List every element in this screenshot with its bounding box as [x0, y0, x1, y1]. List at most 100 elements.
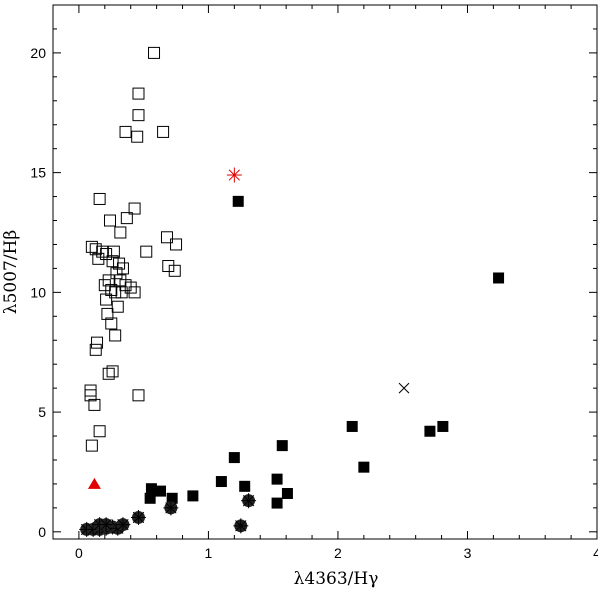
filled-circle-point	[241, 493, 257, 509]
filled-square-point	[228, 452, 240, 464]
series-red-triangle	[87, 477, 101, 489]
filled-circle-point	[98, 517, 114, 533]
x-tick-label: 0	[75, 545, 83, 561]
open-square-point	[160, 231, 173, 244]
filled-circle-point	[163, 500, 179, 516]
filled-square-point	[145, 483, 157, 495]
open-square-point	[162, 260, 175, 273]
filled-square-point	[358, 461, 370, 473]
open-square-point	[157, 125, 170, 138]
open-square-point	[131, 130, 144, 143]
open-square-point	[93, 192, 106, 205]
red-asterisk-point	[226, 167, 242, 183]
open-square-point	[98, 279, 111, 292]
open-square-point	[96, 245, 109, 258]
open-square-point	[84, 389, 97, 402]
filled-square-point	[166, 492, 178, 504]
circle-spoke	[235, 520, 247, 532]
data-marks	[79, 46, 505, 537]
filled-square-point	[437, 420, 449, 432]
open-square-point	[88, 398, 101, 411]
x-axis-label: λ4363/Hγ	[294, 569, 379, 589]
y-tick-label: 20	[30, 45, 46, 61]
open-square-point	[114, 226, 127, 239]
open-square-point	[109, 329, 122, 342]
open-square-point	[116, 262, 129, 275]
filled-square-point	[144, 492, 156, 504]
circle-spoke	[242, 495, 255, 507]
cross-stroke	[398, 382, 410, 394]
axis-tick-labels: 0 1 2 3 4 0 5 10 15 20	[30, 45, 598, 561]
open-square-point	[168, 264, 181, 277]
open-square-point	[120, 212, 133, 225]
cross-point	[398, 382, 410, 394]
open-square-point	[89, 243, 102, 256]
open-square-point	[103, 214, 116, 227]
open-square-point	[119, 125, 132, 138]
open-square-point	[100, 293, 113, 306]
circle-spoke	[165, 502, 177, 514]
open-square-point	[89, 343, 102, 356]
y-tick-label: 5	[38, 404, 46, 420]
filled-square-point	[493, 272, 505, 284]
open-square-point	[105, 317, 118, 330]
open-square-point	[107, 245, 120, 258]
open-square-point	[109, 286, 122, 299]
open-square-point	[91, 336, 104, 349]
y-tick-label: 0	[38, 524, 46, 540]
circle-spoke	[100, 518, 112, 531]
series-open-square	[84, 46, 183, 452]
asterisk-spoke	[228, 169, 240, 181]
open-square-point	[128, 286, 141, 299]
open-square-point	[132, 389, 145, 402]
open-square-point	[93, 425, 106, 438]
series-filled-square	[144, 195, 505, 509]
plot-frame	[52, 4, 598, 540]
x-tick-label: 4	[593, 545, 598, 561]
open-square-point	[140, 245, 153, 258]
filled-square-point	[424, 425, 436, 437]
y-tick-label: 15	[30, 165, 46, 181]
open-square-point	[111, 300, 124, 313]
open-square-point	[92, 252, 105, 265]
filled-square-point	[215, 476, 227, 488]
filled-square-point	[155, 485, 167, 497]
x-tick-label: 2	[334, 545, 342, 561]
open-square-point	[101, 307, 114, 320]
open-square-point	[84, 384, 97, 397]
open-square-point	[113, 257, 126, 270]
filled-square-point	[276, 440, 288, 452]
filled-square-point	[239, 480, 251, 492]
open-square-point	[102, 274, 115, 287]
series-filled-circle-star	[79, 493, 257, 537]
series-cross	[398, 382, 410, 394]
open-square-point	[148, 46, 161, 59]
circle-spoke	[132, 511, 145, 524]
axis-ticks	[52, 5, 598, 539]
open-square-point	[115, 286, 128, 299]
open-square-point	[106, 365, 119, 378]
open-square-point	[110, 267, 123, 280]
filled-square-point	[346, 420, 358, 432]
series-red-asterisk	[226, 167, 242, 183]
filled-circle-point	[115, 517, 131, 533]
open-square-point	[106, 255, 119, 268]
open-square-point	[128, 202, 141, 215]
y-tick-label: 10	[30, 284, 46, 300]
open-square-point	[170, 238, 183, 251]
open-square-point	[85, 240, 98, 253]
open-square-point	[132, 109, 145, 122]
circle-spoke	[117, 518, 129, 531]
filled-square-point	[232, 195, 244, 207]
open-square-point	[100, 248, 113, 261]
filled-square-point	[271, 473, 283, 485]
x-tick-label: 3	[464, 545, 472, 561]
filled-square-point	[281, 488, 293, 500]
y-axis-label: λ5007/Hβ	[1, 230, 21, 314]
open-square-point	[132, 87, 145, 100]
x-tick-label: 1	[205, 545, 213, 561]
open-square-point	[124, 281, 137, 294]
open-square-point	[102, 367, 115, 380]
filled-square-point	[271, 497, 283, 509]
